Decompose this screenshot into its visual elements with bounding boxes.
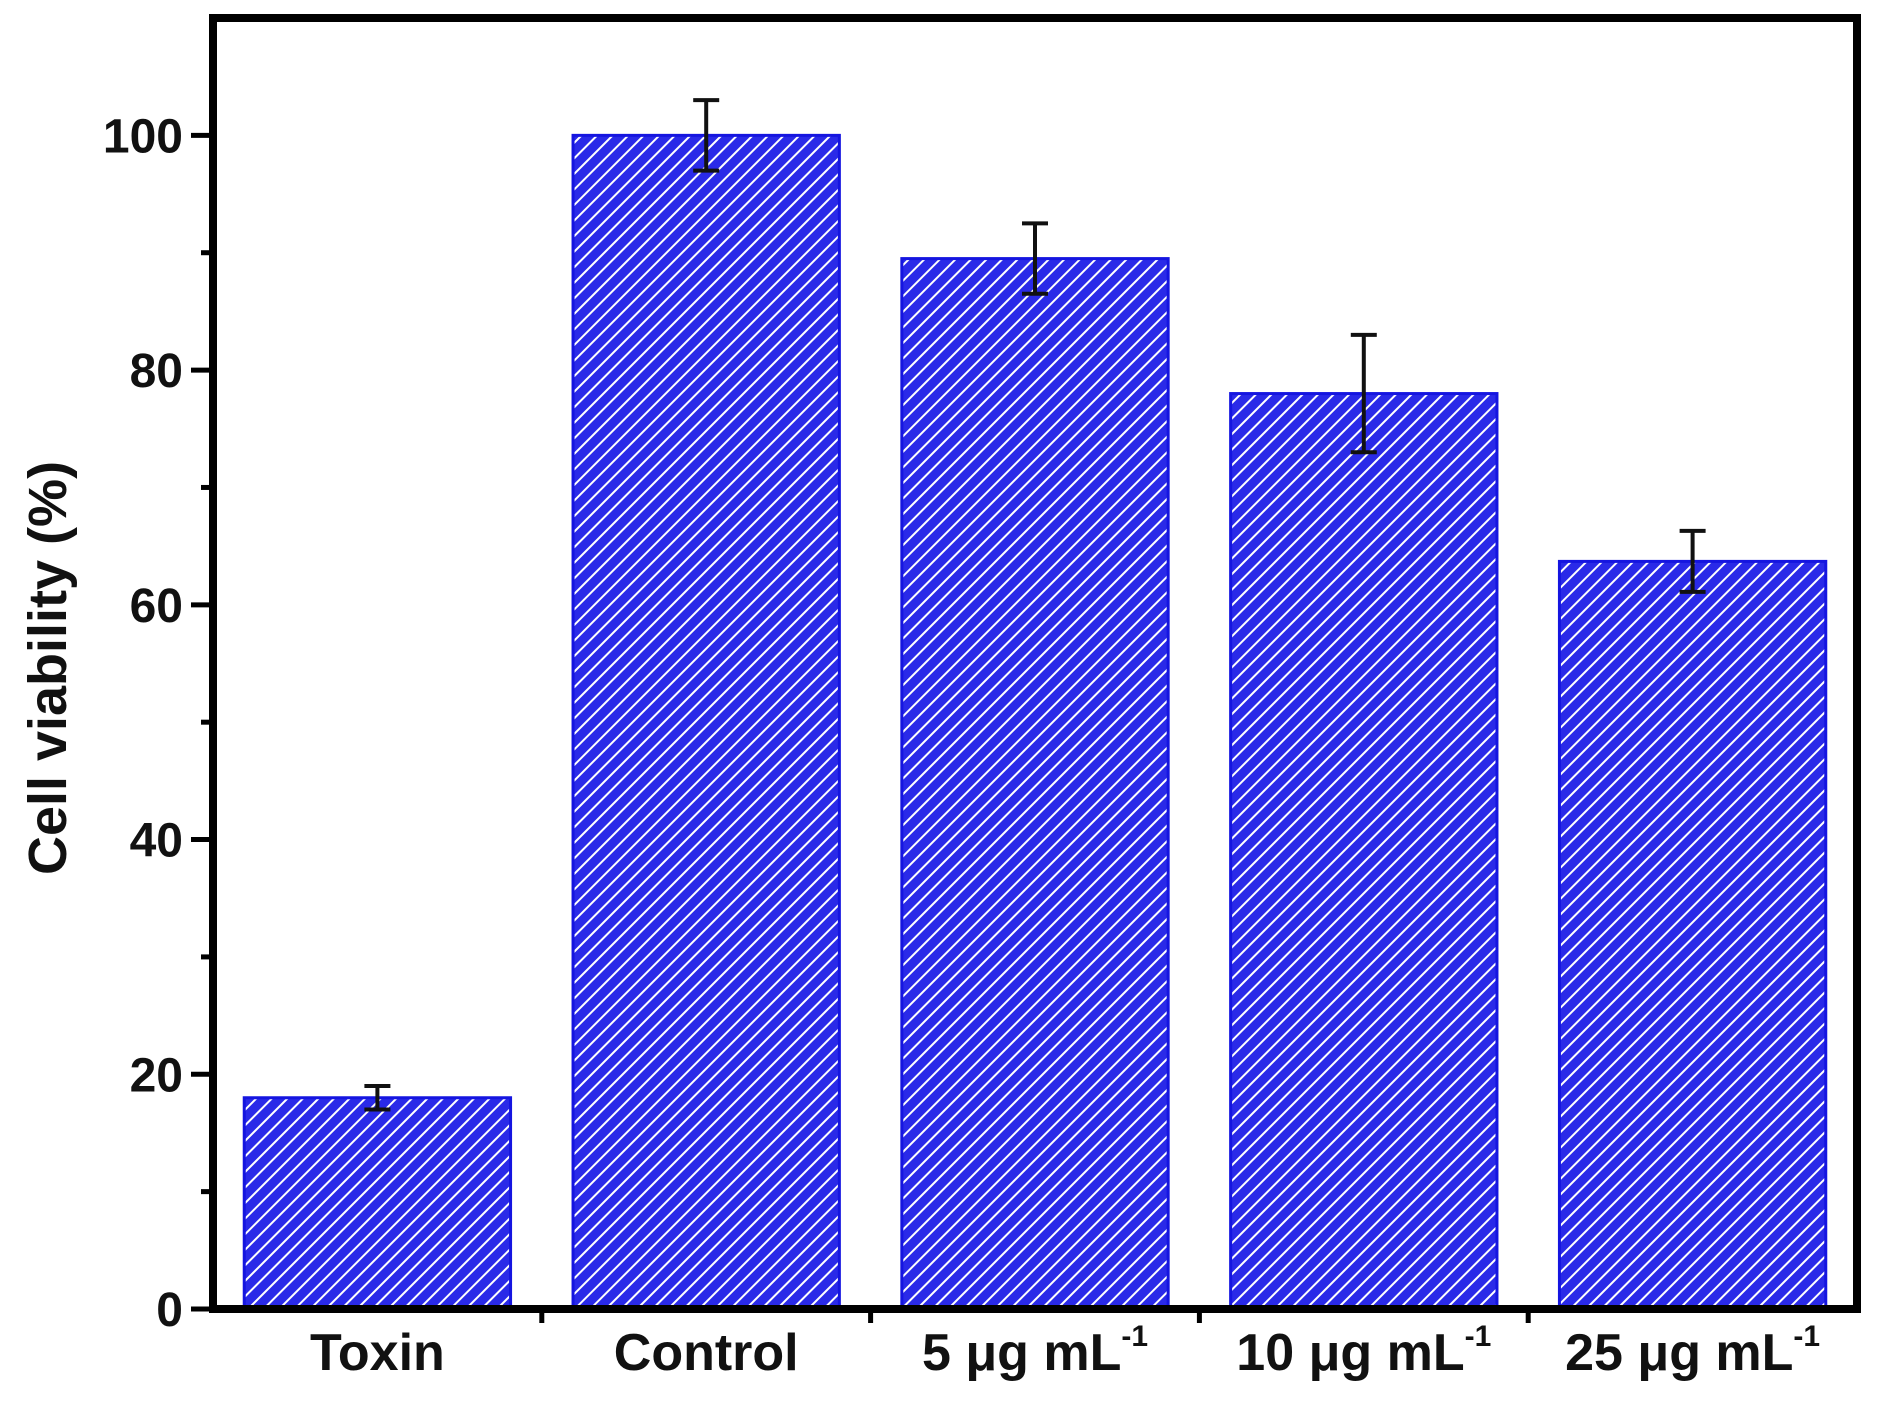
bar-1 (242, 1096, 513, 1311)
error-bar-3 (1022, 221, 1048, 296)
y-tick-label-20: 20 (130, 1049, 183, 1102)
bar-4 (1229, 392, 1499, 1311)
x-tick-label-3: 5 μg mL-1 (922, 1320, 1148, 1382)
error-bar-2 (693, 98, 720, 173)
error-bar-5 (1679, 528, 1706, 594)
error-bars-layer (364, 98, 1706, 1112)
y-tick-label-80: 80 (130, 345, 183, 398)
x-tick-label-5: 25 μg mL-1 (1565, 1320, 1820, 1382)
x-tick-label-2: Control (614, 1324, 799, 1382)
error-bar-1 (364, 1084, 391, 1112)
y-tick-label-100: 100 (103, 110, 183, 163)
bars-layer (242, 133, 1828, 1311)
x-tick-label-1: Toxin (310, 1324, 445, 1382)
y-tick-label-0: 0 (156, 1284, 183, 1337)
y-axis-ticks: 0 20 40 60 80 100 (103, 110, 213, 1337)
bar-5 (1557, 559, 1828, 1311)
y-tick-label-60: 60 (130, 580, 183, 633)
y-axis-title: Cell viability (%) (18, 461, 78, 875)
y-tick-label-40: 40 (130, 815, 183, 868)
x-axis-labels: Toxin Control 5 μg mL-1 10 μg mL-1 25 μg mL-… (310, 1309, 1820, 1382)
plot-frame (209, 14, 1861, 1313)
x-tick-label-4: 10 μg mL-1 (1236, 1320, 1491, 1382)
bar-2 (571, 133, 841, 1311)
bar-3 (900, 257, 1170, 1311)
error-bar-4 (1350, 332, 1377, 455)
